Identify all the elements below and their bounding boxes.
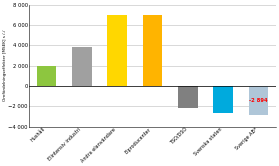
Bar (72, 47, 92, 86)
Bar (107, 15, 127, 86)
Bar (213, 86, 233, 113)
Bar (143, 15, 162, 86)
Bar (249, 86, 268, 115)
Y-axis label: Omfördelningseffekter [MSEK] s /-/: Omfördelningseffekter [MSEK] s /-/ (3, 30, 7, 101)
Text: -2 894: -2 894 (249, 98, 268, 103)
Bar (37, 66, 56, 86)
Bar (178, 86, 198, 108)
